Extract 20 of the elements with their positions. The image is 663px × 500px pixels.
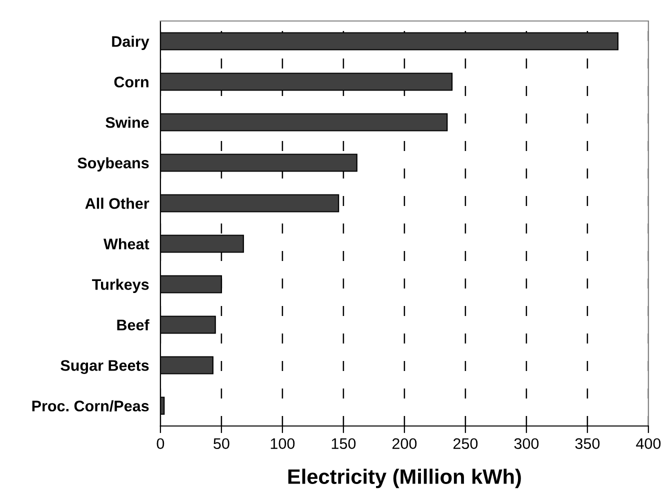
x-tick-label: 250 xyxy=(453,438,478,450)
x-tick-label: 50 xyxy=(214,438,230,450)
y-tick-label: Turkeys xyxy=(92,278,149,293)
y-tick-label: Soybeans xyxy=(78,157,149,172)
y-tick-label: Beef xyxy=(117,319,150,330)
y-tick-label: Corn xyxy=(114,76,148,88)
x-tick-label: 150 xyxy=(332,438,356,450)
y-tick-label: Proc. Corn/Peas xyxy=(32,400,149,412)
x-tick-label: 200 xyxy=(392,438,417,450)
y-tick-label: All Other xyxy=(85,198,150,209)
y-tick-label: Dairy xyxy=(112,36,150,50)
x-tick-label: 350 xyxy=(575,438,600,450)
x-tick-label: 400 xyxy=(636,438,661,450)
y-tick-label: Sugar Beets xyxy=(60,360,149,374)
y-tick-label: Wheat xyxy=(104,238,150,250)
y-tick-label: Swine xyxy=(106,116,149,128)
x-axis-title: Electricity (Million kWh) xyxy=(288,468,521,488)
x-tick-label: 100 xyxy=(270,438,295,450)
x-tick-label: 300 xyxy=(514,438,539,450)
x-tick-label: 0 xyxy=(156,438,164,450)
